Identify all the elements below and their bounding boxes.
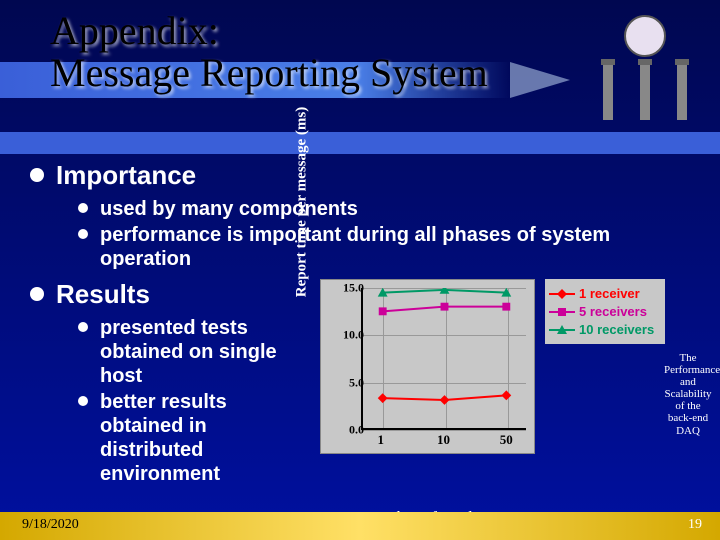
footer-page-number: 19: [688, 517, 702, 533]
title-area: Appendix:Message Reporting System: [0, 0, 720, 125]
chart-ylabel: Report time per message (ms): [294, 106, 311, 297]
bullet-dot-icon: [78, 322, 88, 332]
legend-item: 5 receivers: [549, 304, 661, 319]
footer-bar: 9/18/2020 19: [0, 512, 720, 540]
list-item: presented tests obtained on single host: [78, 316, 310, 388]
list-item: better results obtained in distributed e…: [78, 390, 310, 486]
chart-container: Report time per message (ms) 0.05.010.01…: [320, 279, 535, 488]
bullet-dot-icon: [78, 396, 88, 406]
side-caption: The Performance and Scalability of the b…: [664, 352, 712, 437]
heading-importance: Importance: [56, 160, 196, 191]
header-band: [0, 132, 720, 154]
legend-item: 1 receiver: [549, 286, 661, 301]
footer-date: 9/18/2020: [22, 517, 79, 533]
bullet-importance: Importance: [30, 160, 700, 191]
chart-legend: 1 receiver 5 receivers 10 receivers: [545, 279, 665, 344]
bullet-dot-icon: [78, 229, 88, 239]
bullet-dot-icon: [30, 168, 44, 182]
bullet-dot-icon: [78, 203, 88, 213]
bullet-dot-icon: [30, 287, 44, 301]
performance-chart: 0.05.010.015.011050: [320, 279, 535, 454]
list-item: performance is important during all phas…: [78, 223, 700, 271]
heading-results: Results: [56, 279, 150, 310]
bullet-results: Results: [30, 279, 310, 310]
slide-title: Appendix:Message Reporting System: [50, 10, 720, 94]
legend-item: 10 receivers: [549, 322, 661, 337]
content-area: Importance used by many components perfo…: [30, 160, 700, 488]
list-item: used by many components: [78, 197, 700, 221]
